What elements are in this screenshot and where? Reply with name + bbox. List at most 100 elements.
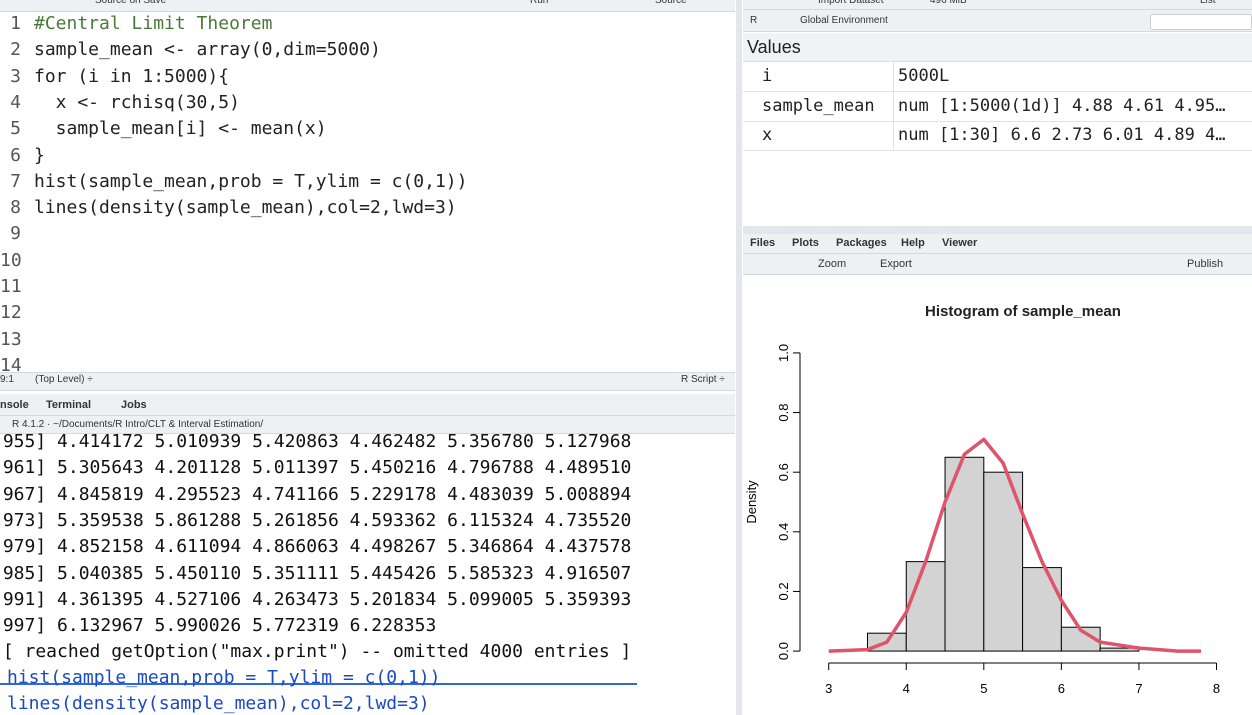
line-number: 5	[10, 118, 21, 140]
console-line: [973] 5.359538 5.861288 5.261856 4.59336…	[0, 509, 632, 531]
x-tick-label: 5	[980, 681, 987, 696]
console-line: [ reached getOption("max.print") -- omit…	[0, 641, 632, 663]
editor-toolbar	[0, 0, 735, 12]
pane-tab[interactable]: Plots	[792, 237, 819, 249]
console-line: [997] 6.132967 5.990026 5.772319 6.22835…	[0, 615, 437, 637]
console-line: [991] 4.361395 4.527106 4.263473 5.20183…	[0, 588, 632, 610]
line-number: 13	[0, 328, 22, 350]
cursor-position: 9:1	[0, 374, 14, 385]
code-line: for (i in 1:5000){	[34, 65, 230, 87]
scope[interactable]: (Top Level) ÷	[35, 374, 93, 385]
plot: Histogram of sample_mean Density 3 4 5 6 7 8 0.0…	[744, 303, 1220, 696]
env-name[interactable]: i	[762, 66, 773, 86]
env-toolbar	[743, 0, 1252, 10]
console-line: [979] 4.852158 4.611094 4.866063 4.49826…	[0, 536, 632, 558]
line-number: 11	[0, 276, 22, 297]
y-tick-label: 0.6	[776, 463, 791, 481]
line-number: 6	[10, 144, 21, 166]
pane-tab[interactable]: Help	[901, 237, 925, 249]
splitter	[743, 226, 1252, 234]
line-number: 7	[10, 170, 21, 192]
env-toolbar-item[interactable]: 496 MiB	[930, 0, 967, 6]
console-line: [955] 4.414172 5.010939 5.420863 4.46248…	[0, 431, 632, 452]
x-tick-label: 6	[1058, 681, 1065, 696]
line-number: 2	[10, 39, 21, 61]
env-row	[743, 92, 1252, 122]
search[interactable]	[1150, 14, 1252, 30]
env-name[interactable]: x	[762, 125, 773, 145]
plots-toolbar	[743, 254, 1252, 275]
code-line: #Central Limit Theorem	[34, 13, 273, 34]
console-path-bar	[0, 416, 735, 434]
values-header	[743, 33, 1252, 62]
console-command: lines(density(sample_mean),col=2,lwd=3)	[7, 693, 430, 714]
console-line: [985] 5.040385 5.450110 5.351111 5.44542…	[0, 562, 632, 584]
line-number: 14	[0, 354, 22, 376]
code-line: sample_mean[i] <- mean(x)	[34, 118, 327, 140]
env-scope[interactable]: Global Environment	[800, 15, 888, 26]
code-line: x <- rchisq(30,5)	[34, 91, 240, 113]
plot-button[interactable]: Export	[880, 258, 912, 270]
env-name[interactable]: sample_mean	[762, 95, 875, 116]
plot-button[interactable]: Zoom	[818, 258, 847, 270]
bar	[983, 471, 1024, 652]
line-number: 4	[10, 91, 21, 113]
pane-tab[interactable]: Packages	[836, 237, 887, 249]
code-line: hist(sample_mean,prob = T,ylim = c(0,1))	[34, 170, 468, 192]
env-divider	[893, 91, 894, 121]
pane-tab[interactable]: Files	[750, 237, 776, 249]
line-number: 10	[0, 249, 22, 271]
console-command: hist(sample_mean,prob = T,ylim = c(0,1))	[7, 667, 441, 688]
env-row	[743, 121, 1252, 151]
line-number: 9	[10, 223, 21, 245]
env-divider	[893, 62, 894, 91]
console-tab[interactable]: Jobs	[121, 399, 147, 411]
y-tick-label: 0.0	[776, 642, 791, 660]
files-tabs	[743, 234, 1252, 254]
splitter	[736, 0, 742, 715]
env-value: num [1:30] 6.6 2.73 6.01 4.89 4…	[898, 125, 1226, 145]
console-path: R 4.1.2 · ~/Documents/R Intro/CLT & Inte…	[12, 419, 264, 430]
toolbar-button[interactable]: Source	[655, 0, 687, 6]
y-axis-label: Density	[744, 480, 759, 524]
env-divider	[893, 121, 894, 150]
y-tick-label: 0.4	[776, 523, 791, 541]
x-tick-label: 3	[825, 681, 832, 696]
code-line: sample_mean <- array(0,dim=5000)	[34, 39, 381, 61]
env-toolbar-item[interactable]: List	[1200, 0, 1216, 6]
env-value: num [1:5000(1d)] 4.88 4.61 4.95…	[898, 95, 1226, 116]
code-line: lines(density(sample_mean),col=2,lwd=3)	[34, 197, 457, 219]
x-tick-label: 8	[1213, 681, 1220, 696]
line-number: 3	[10, 65, 21, 87]
console-tab[interactable]: nsole	[0, 399, 29, 411]
env-value: 5000L	[898, 66, 950, 86]
code-line: }	[34, 144, 45, 166]
x-tick-label: 7	[1135, 681, 1142, 696]
line-number: 1	[10, 13, 21, 34]
pane-tab[interactable]: Viewer	[942, 237, 978, 249]
console-tab[interactable]: Terminal	[46, 399, 92, 411]
env-bar	[743, 10, 1252, 32]
y-tick-label: 0.2	[776, 582, 791, 600]
section-title: Values	[747, 37, 801, 57]
console-line: [961] 5.305643 4.201128 5.011397 5.45021…	[0, 457, 632, 479]
toolbar-button[interactable]: Run	[530, 0, 549, 6]
line-number: 8	[10, 197, 21, 219]
plot-button[interactable]: Publish	[1187, 258, 1224, 270]
file-type[interactable]: R Script ÷	[681, 374, 725, 385]
x-tick-label: 4	[903, 681, 910, 696]
editor-status	[0, 372, 735, 391]
y-tick-label: 0.8	[776, 404, 791, 422]
console-tabs	[0, 394, 735, 416]
env-row	[743, 62, 1252, 92]
bar	[905, 561, 946, 652]
divider	[0, 683, 637, 685]
density-line	[828, 437, 1201, 653]
chart-title: Histogram of sample_mean	[925, 303, 1121, 320]
language[interactable]: R	[750, 15, 758, 26]
toolbar-button[interactable]: Source on Save	[95, 0, 167, 6]
console-line: [967] 4.845819 4.295523 4.741166 5.22917…	[0, 483, 632, 505]
bar	[1022, 567, 1062, 652]
env-toolbar-item[interactable]: Import Dataset	[818, 0, 884, 6]
